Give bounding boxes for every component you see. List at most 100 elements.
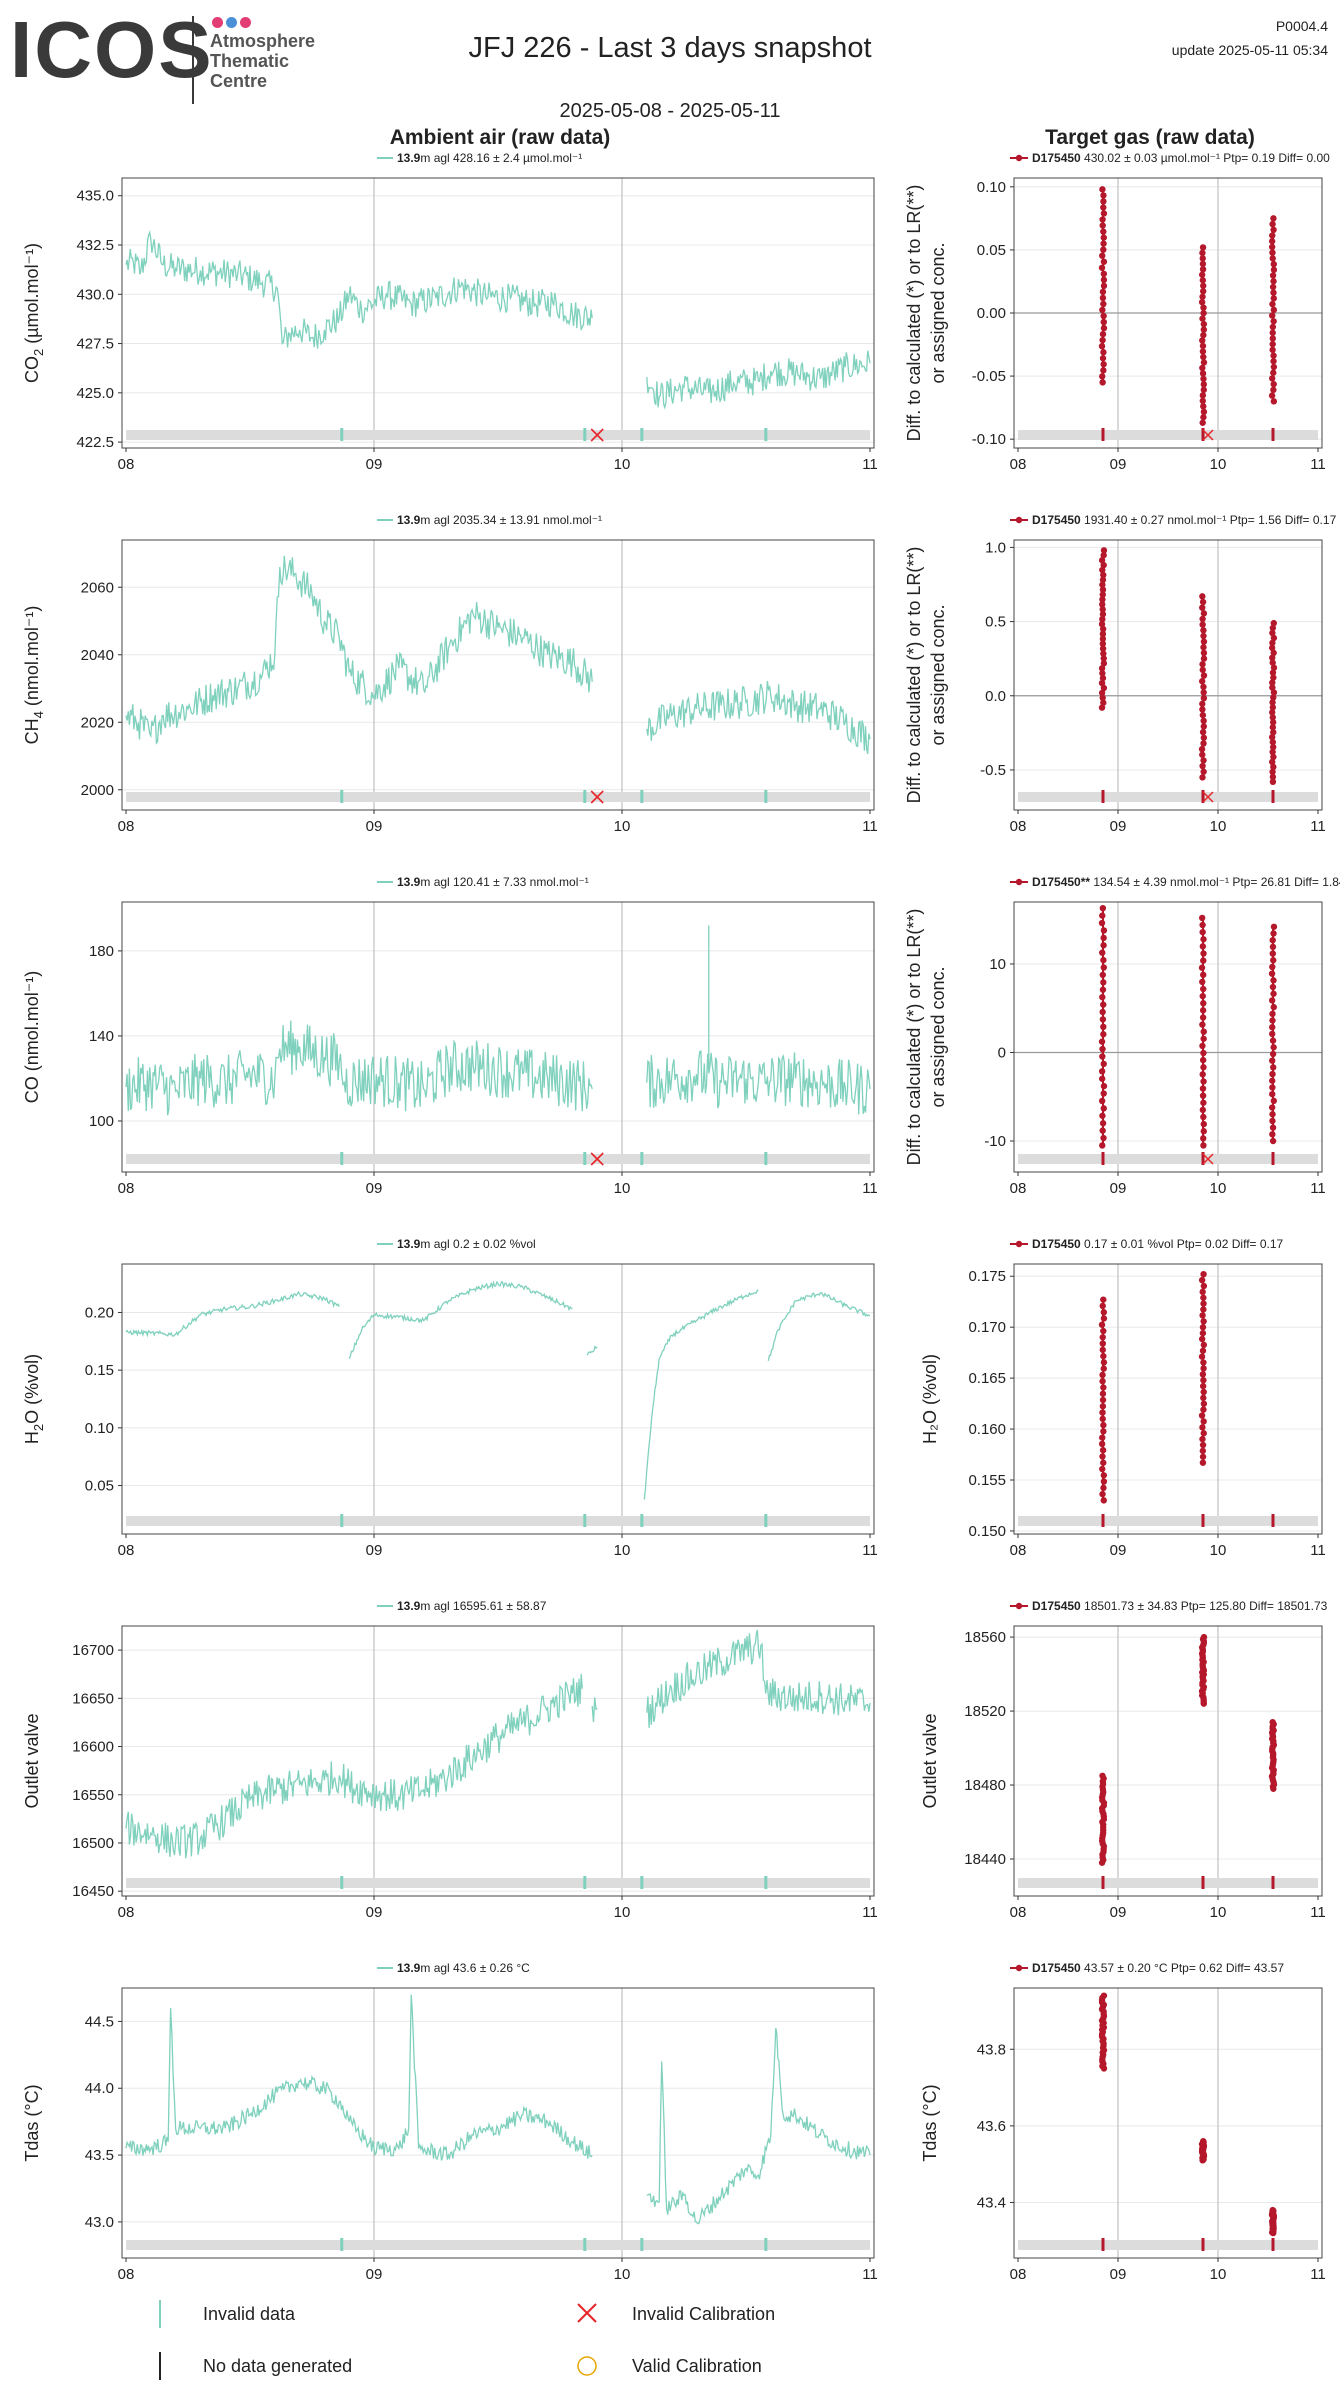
target-point bbox=[1198, 1335, 1206, 1343]
target-point bbox=[1269, 1050, 1277, 1058]
target-point bbox=[1269, 719, 1277, 726]
target-point bbox=[1098, 1440, 1106, 1448]
target-flag bbox=[1201, 2238, 1205, 2251]
target-point bbox=[1199, 1007, 1207, 1014]
target-point bbox=[1100, 1352, 1107, 1360]
target-ylabel: Tdas (°C) bbox=[920, 2084, 940, 2161]
target-point bbox=[1100, 1309, 1108, 1316]
ambient-invalid-flag bbox=[340, 1152, 344, 1165]
ambient-xtick-label: 08 bbox=[118, 2266, 135, 2283]
ambient-ytick-label: 16650 bbox=[72, 1690, 114, 1707]
target-point bbox=[1099, 596, 1106, 603]
target-point bbox=[1100, 276, 1108, 284]
target-flag bbox=[1201, 1152, 1205, 1165]
target-point bbox=[1200, 1270, 1207, 1278]
target-point bbox=[1199, 342, 1207, 350]
target-point bbox=[1099, 670, 1106, 677]
target-point bbox=[1269, 950, 1276, 957]
target-flag-band bbox=[1018, 1154, 1318, 1164]
ambient-ytick-label: 100 bbox=[89, 1113, 114, 1130]
target-point bbox=[1099, 1772, 1106, 1779]
bottom-legend: Invalid data No data generated Invalid C… bbox=[159, 2300, 775, 2380]
ambient-ytick-label: 435.0 bbox=[76, 188, 114, 205]
ambient-ytick-label: 0.20 bbox=[85, 1304, 114, 1321]
target-point bbox=[1199, 921, 1206, 929]
target-ytick-label: 0.175 bbox=[968, 1268, 1006, 1285]
target-point bbox=[1099, 330, 1107, 338]
target-point bbox=[1200, 403, 1207, 410]
target-point bbox=[1200, 1400, 1208, 1407]
target-point bbox=[1269, 1084, 1276, 1091]
target-flag-band bbox=[1018, 1878, 1318, 1888]
ambient-ylabel: CO (nmol.mol⁻¹) bbox=[22, 971, 42, 1104]
target-flag-band bbox=[1018, 792, 1318, 802]
target-point bbox=[1100, 282, 1108, 290]
target-point bbox=[1200, 610, 1208, 617]
target-ytick-label: 43.8 bbox=[977, 2041, 1006, 2058]
target-point bbox=[1100, 258, 1108, 265]
target-point bbox=[1099, 252, 1106, 259]
target-point bbox=[1200, 985, 1207, 993]
target-flag bbox=[1101, 1514, 1105, 1527]
ambient-flag-band bbox=[126, 2240, 870, 2250]
ambient-ytick-label: 180 bbox=[89, 943, 114, 960]
target-point bbox=[1098, 919, 1106, 927]
legend-invalid-calibration: Invalid Calibration bbox=[632, 2304, 775, 2324]
target-point bbox=[1099, 630, 1107, 638]
target-point bbox=[1269, 983, 1277, 991]
target-point bbox=[1269, 758, 1276, 766]
target-point bbox=[1098, 1097, 1106, 1105]
ambient-series-line bbox=[125, 1280, 871, 1500]
ambient-heading: Ambient air (raw data) bbox=[389, 126, 611, 149]
target-point bbox=[1100, 192, 1107, 199]
target-point bbox=[1269, 255, 1276, 262]
ambient-xtick-label: 09 bbox=[366, 1904, 383, 1921]
target-point bbox=[1099, 904, 1107, 912]
ambient-ytick-label: 16600 bbox=[72, 1739, 114, 1756]
target-point bbox=[1200, 694, 1208, 702]
target-point bbox=[1099, 1409, 1106, 1416]
target-point bbox=[1198, 745, 1206, 753]
target-point bbox=[1200, 1078, 1207, 1085]
target-plot-frame bbox=[1013, 1987, 1323, 2259]
ambient-invalid-flag bbox=[764, 2238, 768, 2251]
target-point bbox=[1200, 768, 1207, 775]
target-point bbox=[1268, 243, 1276, 251]
target-point bbox=[1099, 611, 1107, 618]
ambient-legend-text: 13.9m agl 2035.34 ± 13.91 nmol.mol⁻¹ bbox=[397, 513, 602, 527]
target-flag bbox=[1271, 1876, 1275, 1889]
target-point bbox=[1269, 699, 1276, 706]
ambient-ytick-label: 16500 bbox=[72, 1835, 114, 1852]
target-point bbox=[1199, 774, 1206, 781]
target-point bbox=[1100, 1327, 1107, 1335]
target-point bbox=[1199, 1347, 1207, 1354]
target-point bbox=[1199, 1447, 1207, 1455]
ambient-ytick-label: 2060 bbox=[81, 579, 114, 596]
target-point bbox=[1269, 943, 1277, 951]
target-ytick-label: 0.10 bbox=[977, 179, 1006, 196]
target-point bbox=[1099, 912, 1106, 919]
logo-dot-pink bbox=[212, 17, 223, 28]
target-point bbox=[1269, 743, 1277, 751]
ambient-legend-text: 13.9m agl 43.6 ± 0.26 °C bbox=[397, 1961, 530, 1975]
target-point bbox=[1199, 762, 1206, 770]
target-xtick-label: 10 bbox=[1210, 818, 1227, 835]
target-point bbox=[1200, 1394, 1207, 1402]
target-flag-band bbox=[1018, 2240, 1318, 2250]
target-point bbox=[1199, 255, 1206, 262]
target-ytick-label: 0.160 bbox=[968, 1421, 1006, 1438]
target-point bbox=[1100, 349, 1107, 356]
ambient-plot-frame bbox=[121, 177, 875, 449]
target-point bbox=[1099, 674, 1107, 682]
target-point bbox=[1199, 992, 1206, 1000]
target-point bbox=[1100, 300, 1107, 308]
target-point bbox=[1199, 348, 1207, 355]
target-plot-frame bbox=[1013, 901, 1323, 1173]
target-point bbox=[1100, 246, 1107, 253]
ambient-invalid-flag bbox=[640, 1514, 644, 1527]
report-code: P0004.4 bbox=[1275, 18, 1328, 34]
target-legend-text: D175450 1931.40 ± 0.27 nmol.mol⁻¹ Ptp= 1… bbox=[1032, 513, 1337, 527]
ambient-ylabel: H2O (%vol) bbox=[22, 1354, 46, 1444]
target-point bbox=[1100, 234, 1107, 241]
logo-sub-line-3: Centre bbox=[210, 71, 268, 91]
